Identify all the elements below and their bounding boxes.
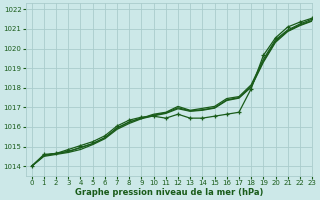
X-axis label: Graphe pression niveau de la mer (hPa): Graphe pression niveau de la mer (hPa) — [75, 188, 263, 197]
